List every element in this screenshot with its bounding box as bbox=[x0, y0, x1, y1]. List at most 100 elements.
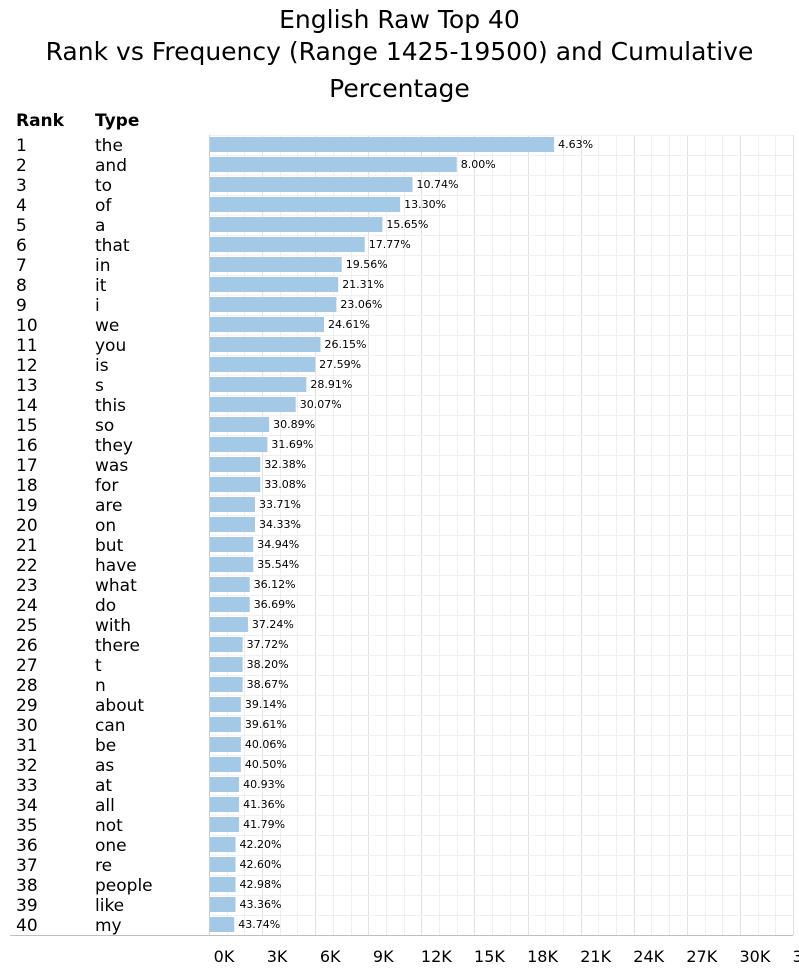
rank-label: 25 bbox=[16, 616, 38, 636]
rank-label: 32 bbox=[16, 756, 38, 776]
rank-label: 39 bbox=[16, 896, 38, 916]
rank-label: 21 bbox=[16, 536, 38, 556]
type-label: t bbox=[95, 656, 102, 676]
rank-label: 37 bbox=[16, 856, 38, 876]
x-tick-label: 9K bbox=[373, 947, 394, 966]
bar-value-label: 36.12% bbox=[254, 578, 296, 591]
type-label: they bbox=[95, 436, 133, 456]
type-label: and bbox=[95, 156, 127, 176]
rank-label: 36 bbox=[16, 836, 38, 856]
bar bbox=[210, 617, 248, 632]
type-label: to bbox=[95, 176, 112, 196]
type-label: as bbox=[95, 756, 114, 776]
x-tick-label: 18K bbox=[527, 947, 558, 966]
type-label: my bbox=[95, 916, 122, 936]
x-tick-label: 12K bbox=[421, 947, 452, 966]
rank-label: 30 bbox=[16, 716, 38, 736]
rank-label: 3 bbox=[16, 176, 27, 196]
bar-value-label: 41.79% bbox=[243, 818, 285, 831]
bar bbox=[210, 777, 240, 792]
bar bbox=[210, 817, 240, 832]
bar bbox=[210, 377, 307, 392]
rank-label: 38 bbox=[16, 876, 38, 896]
bar-value-label: 28.91% bbox=[310, 378, 352, 391]
bar-value-label: 8.00% bbox=[461, 158, 496, 171]
type-label: can bbox=[95, 716, 126, 736]
rank-label: 8 bbox=[16, 276, 27, 296]
type-label: of bbox=[95, 196, 112, 216]
bar bbox=[210, 177, 413, 192]
bar bbox=[210, 297, 337, 312]
bar bbox=[210, 877, 236, 892]
bar-value-label: 42.60% bbox=[240, 858, 282, 871]
bar-value-label: 19.56% bbox=[346, 258, 388, 271]
bar-value-label: 33.71% bbox=[259, 498, 301, 511]
bar bbox=[210, 537, 254, 552]
type-label: be bbox=[95, 736, 116, 756]
bar bbox=[210, 577, 250, 592]
rank-label: 2 bbox=[16, 156, 27, 176]
bar-value-label: 43.74% bbox=[238, 918, 280, 931]
bar bbox=[210, 337, 321, 352]
rank-label: 6 bbox=[16, 236, 27, 256]
bar-value-label: 24.61% bbox=[328, 318, 370, 331]
rank-label: 14 bbox=[16, 396, 38, 416]
rank-column-header: Rank bbox=[16, 111, 64, 131]
type-label: people bbox=[95, 876, 153, 896]
bar-value-label: 40.50% bbox=[245, 758, 287, 771]
bar-value-label: 23.06% bbox=[340, 298, 382, 311]
type-label: do bbox=[95, 596, 116, 616]
rank-label: 24 bbox=[16, 596, 38, 616]
rank-label: 12 bbox=[16, 356, 38, 376]
bar bbox=[210, 477, 261, 492]
type-label: the bbox=[95, 136, 123, 156]
type-label: have bbox=[95, 556, 137, 576]
rank-label: 26 bbox=[16, 636, 38, 656]
bar-value-label: 39.61% bbox=[245, 718, 287, 731]
type-label: like bbox=[95, 896, 124, 916]
rank-label: 34 bbox=[16, 796, 38, 816]
type-label: that bbox=[95, 236, 130, 256]
rank-label: 10 bbox=[16, 316, 38, 336]
bar-value-label: 38.67% bbox=[247, 678, 289, 691]
bar-value-label: 35.54% bbox=[257, 558, 299, 571]
chart-title-line-2: Rank vs Frequency (Range 1425-19500) and… bbox=[45, 37, 754, 66]
bar bbox=[210, 237, 365, 252]
type-label: this bbox=[95, 396, 126, 416]
type-label: with bbox=[95, 616, 131, 636]
bar bbox=[210, 417, 270, 432]
rank-label: 7 bbox=[16, 256, 27, 276]
rank-label: 35 bbox=[16, 816, 38, 836]
bar bbox=[210, 257, 342, 272]
rank-label: 13 bbox=[16, 376, 38, 396]
bar bbox=[210, 857, 236, 872]
type-label: so bbox=[95, 416, 114, 436]
bar bbox=[210, 197, 401, 212]
bar bbox=[210, 457, 261, 472]
bar-value-label: 10.74% bbox=[417, 178, 459, 191]
type-label: you bbox=[95, 336, 126, 356]
type-label: are bbox=[95, 496, 123, 516]
x-tick-label: 33K bbox=[793, 947, 799, 966]
x-tick-label: 30K bbox=[739, 947, 770, 966]
type-label: but bbox=[95, 536, 124, 556]
rank-label: 18 bbox=[16, 476, 38, 496]
bar-value-label: 40.06% bbox=[245, 738, 287, 751]
type-label: about bbox=[95, 696, 144, 716]
bar bbox=[210, 137, 555, 152]
rank-label: 29 bbox=[16, 696, 38, 716]
rank-label: 28 bbox=[16, 676, 38, 696]
rank-label: 23 bbox=[16, 576, 38, 596]
bar-value-label: 37.72% bbox=[247, 638, 289, 651]
bar bbox=[210, 557, 254, 572]
bar bbox=[210, 357, 316, 372]
bar-value-label: 15.65% bbox=[386, 218, 428, 231]
type-label: at bbox=[95, 776, 112, 796]
rank-label: 17 bbox=[16, 456, 38, 476]
bar bbox=[210, 317, 325, 332]
bar-value-label: 33.08% bbox=[264, 478, 306, 491]
rank-label: 40 bbox=[16, 916, 38, 936]
bar bbox=[210, 517, 256, 532]
bar-value-label: 21.31% bbox=[342, 278, 384, 291]
